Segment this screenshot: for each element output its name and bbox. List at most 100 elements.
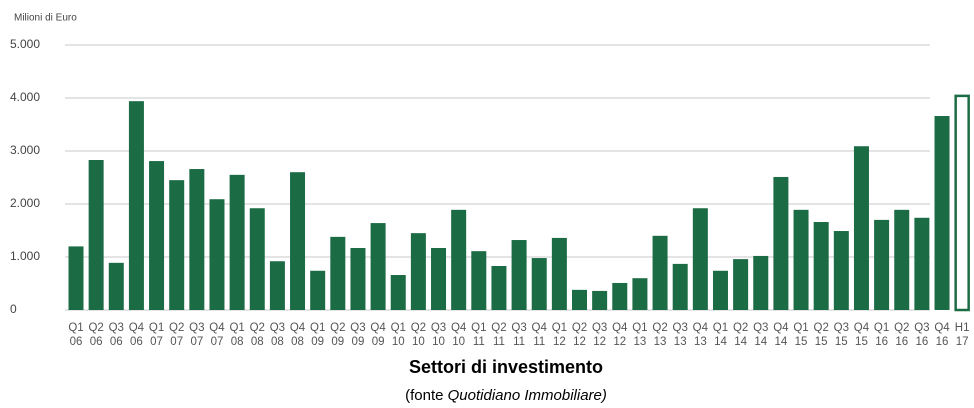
x-tick-label: 12	[613, 336, 626, 348]
x-tick-label: 16	[875, 336, 888, 348]
x-tick-label: Q4	[532, 322, 548, 334]
x-tick-label: Q1	[391, 322, 406, 334]
x-tick-label: Q1	[229, 322, 244, 334]
x-tick-label: Q2	[491, 322, 506, 334]
x-tick-label: Q1	[149, 322, 164, 334]
x-tick-label: Q2	[411, 322, 426, 334]
x-tick-label: Q4	[209, 322, 225, 334]
x-tick-label: Q3	[592, 322, 607, 334]
bar	[712, 270, 728, 310]
x-tick-label: 06	[110, 336, 123, 348]
x-tick-label: 13	[654, 336, 667, 348]
x-tick-label: 09	[331, 336, 344, 348]
x-tick-label: 06	[70, 336, 83, 348]
x-tick-label: Q1	[793, 322, 808, 334]
bar	[451, 209, 467, 310]
bar	[672, 263, 688, 310]
x-tick-label: 17	[956, 336, 969, 348]
x-tick-label: 15	[795, 336, 808, 348]
x-tick-label: Q4	[290, 322, 306, 334]
bar	[149, 161, 165, 310]
bar	[551, 237, 567, 310]
x-tick-label: Q3	[109, 322, 124, 334]
x-tick-label: Q2	[572, 322, 587, 334]
y-tick-label: 3.000	[10, 143, 40, 157]
x-tick-label: H1	[955, 322, 970, 334]
x-tick-label: 10	[392, 336, 405, 348]
x-tick-label: Q2	[652, 322, 667, 334]
x-tick-label: 07	[211, 336, 224, 348]
x-tick-label: 13	[674, 336, 687, 348]
x-tick-label: 09	[311, 336, 324, 348]
x-tick-label: Q2	[894, 322, 909, 334]
x-tick-label: Q4	[934, 322, 950, 334]
bar	[269, 261, 285, 310]
x-tick-label: 08	[271, 336, 284, 348]
bar	[753, 255, 769, 310]
bar	[330, 236, 346, 310]
x-tick-label: 16	[915, 336, 928, 348]
x-tick-label: Q4	[693, 322, 709, 334]
x-tick-label: Q3	[914, 322, 929, 334]
bar	[652, 235, 668, 310]
x-tick-label: Q4	[612, 322, 628, 334]
x-tick-label: Q1	[68, 322, 83, 334]
x-tick-label: 13	[634, 336, 647, 348]
x-tick-label: 14	[775, 336, 788, 348]
x-tick-label: Q1	[874, 322, 889, 334]
bar	[209, 199, 225, 310]
x-tick-label: 08	[291, 336, 304, 348]
x-tick-label: 06	[90, 336, 103, 348]
x-tick-label: 09	[372, 336, 385, 348]
x-tick-label: Q4	[773, 322, 789, 334]
source: (fonte Quotidiano Immobiliare)	[405, 387, 607, 404]
x-tick-label: 11	[493, 336, 505, 348]
x-tick-label: 11	[473, 336, 485, 348]
bar	[612, 282, 628, 310]
x-tick-label: Q2	[330, 322, 345, 334]
y-tick-label: 1.000	[10, 249, 40, 263]
x-tick-label: 12	[553, 336, 566, 348]
x-tick-label: Q3	[350, 322, 365, 334]
bar	[511, 240, 527, 310]
bar	[531, 258, 547, 310]
x-tick-label: Q2	[88, 322, 103, 334]
y-tick-label: 4.000	[10, 90, 40, 104]
x-tick-label: 11	[513, 336, 525, 348]
bar	[169, 180, 185, 310]
bar	[632, 278, 648, 310]
bar	[390, 275, 406, 310]
x-tick-label: 15	[815, 336, 828, 348]
x-tick-label: 14	[734, 336, 747, 348]
bar	[491, 266, 507, 310]
y-tick-label: 0	[10, 302, 17, 316]
x-tick-label: 12	[573, 336, 586, 348]
bar	[410, 233, 426, 310]
bar	[773, 176, 789, 310]
x-tick-label: Q2	[814, 322, 829, 334]
bar	[914, 217, 930, 310]
x-tick-label: 15	[855, 336, 868, 348]
bar	[793, 209, 809, 310]
bar	[894, 209, 910, 310]
bar	[310, 270, 326, 310]
x-tick-label: 10	[452, 336, 465, 348]
x-tick-label: 06	[130, 336, 143, 348]
bar	[108, 262, 124, 310]
y-tick-label: 2.000	[10, 196, 40, 210]
x-tick-label: 14	[714, 336, 727, 348]
x-tick-label: Q1	[471, 322, 486, 334]
bar	[370, 223, 386, 310]
bar	[431, 247, 447, 310]
x-tick-label: Q1	[552, 322, 567, 334]
x-tick-label: Q3	[511, 322, 526, 334]
bar	[934, 116, 950, 311]
x-tick-label: Q4	[370, 322, 386, 334]
bar	[229, 174, 245, 310]
bar	[189, 169, 205, 310]
bar	[592, 290, 608, 310]
x-tick-label: Q3	[753, 322, 768, 334]
bar	[954, 94, 970, 312]
x-tick-label: Q4	[854, 322, 870, 334]
